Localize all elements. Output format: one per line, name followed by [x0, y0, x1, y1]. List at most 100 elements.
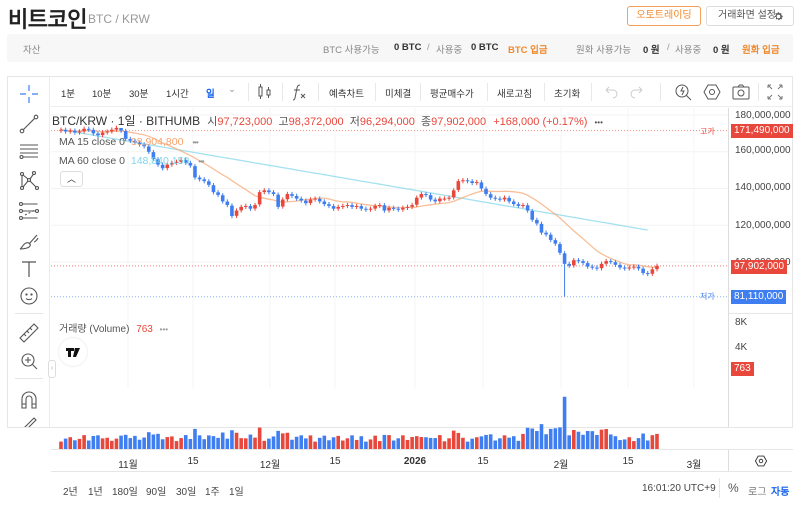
- redo-button[interactable]: [627, 82, 647, 102]
- fullscreen-icon: [767, 84, 783, 100]
- pair-label: BTC / KRW: [88, 12, 150, 26]
- magnet-tool[interactable]: [17, 388, 41, 412]
- divider: [248, 83, 249, 101]
- collapse-legend-button[interactable]: ︿: [60, 171, 83, 187]
- interval-10m[interactable]: 10분: [92, 89, 112, 100]
- close-value: 97,902,000: [431, 116, 487, 128]
- krw-available-label: 원화 사용가능: [576, 45, 632, 56]
- last-volume-tag: 763: [731, 362, 754, 376]
- indicators-button[interactable]: [289, 82, 309, 102]
- x-tick: 2월: [553, 460, 569, 471]
- divider: [719, 478, 720, 498]
- page-title: 비트코인: [8, 7, 87, 32]
- interval-1m[interactable]: 1분: [61, 89, 76, 100]
- magnet-icon: [21, 391, 37, 409]
- horizontal-lines-tool[interactable]: [17, 139, 41, 163]
- asset-label: 자산: [23, 45, 41, 56]
- more-options-icon[interactable]: •••: [594, 118, 603, 127]
- high-label: 고: [278, 116, 289, 128]
- fullscreen-button[interactable]: [765, 82, 785, 102]
- undo-button[interactable]: [601, 82, 621, 102]
- unfilled-orders-button[interactable]: 미체결: [385, 89, 412, 100]
- axis-settings-button[interactable]: [728, 449, 793, 471]
- time-axis[interactable]: 11월 15 12월 15 2026 15 2월 15 3월: [51, 449, 728, 471]
- pattern-tool[interactable]: [17, 169, 41, 193]
- volume-value: 763: [136, 324, 153, 335]
- price-axis[interactable]: 180,000,000 160,000,000 140,000,000 120,…: [728, 108, 793, 427]
- x-tick: 15: [477, 456, 489, 467]
- crosshair-icon: [20, 85, 38, 103]
- more-options-icon[interactable]: •••: [192, 138, 198, 147]
- candlestick-icon: [258, 84, 271, 99]
- btc-available-value: 0 BTC: [394, 42, 422, 53]
- btc-deposit-link[interactable]: BTC 입금: [508, 45, 548, 56]
- brush-icon: [19, 234, 39, 250]
- interval-1h[interactable]: 1시간: [166, 89, 189, 100]
- more-options-icon[interactable]: •••: [159, 325, 169, 334]
- symbol-label: BTC/KRW · 1일 · BITHUMB: [52, 114, 201, 128]
- log-toggle[interactable]: 로그: [748, 487, 767, 498]
- clock-timezone[interactable]: 16:01:20 UTC+9: [642, 483, 716, 494]
- x-tick: 15: [329, 456, 341, 467]
- candle-type-button[interactable]: [255, 82, 275, 102]
- high-price-tag: 171,490,000: [731, 124, 793, 138]
- price-chart[interactable]: [51, 108, 728, 388]
- chart-settings-button[interactable]: [702, 82, 722, 102]
- range-1y[interactable]: 1년: [88, 487, 103, 498]
- interval-30m[interactable]: 30분: [129, 89, 149, 100]
- range-bar: 2년 1년 180일 90일 30일 1주 1일 16:01:20 UTC+9 …: [51, 471, 792, 505]
- trend-line-icon: [19, 114, 39, 134]
- toolbar-collapse-handle[interactable]: ‹: [48, 360, 56, 378]
- x-tick: 15: [622, 456, 634, 467]
- trend-line-tool[interactable]: [17, 112, 41, 136]
- avg-buy-price-button[interactable]: 평균매수가: [430, 89, 474, 100]
- pencil-tool[interactable]: [17, 413, 41, 427]
- brush-tool[interactable]: [17, 229, 41, 253]
- drawing-toolbar: [8, 77, 50, 427]
- chart-container: ‹ 1분 10분 30분 1시간 일 ⌄ 예측차트 미체결 평균매수가 새로고침…: [7, 76, 793, 498]
- autotrading-button[interactable]: 오토트레이딩: [627, 6, 701, 26]
- y-tick: 180,000,000: [735, 110, 791, 121]
- fib-tool[interactable]: [17, 199, 41, 223]
- refresh-button[interactable]: 새로고침: [497, 89, 532, 100]
- ma15-value: 98,904,800: [130, 136, 184, 148]
- settings-label: 거래화면 설정: [718, 10, 776, 21]
- divider: [544, 83, 545, 101]
- interval-day[interactable]: 일: [206, 89, 215, 100]
- volume-legend: 거래량 (Volume) 763 •••: [59, 320, 168, 335]
- tradingview-icon: [66, 348, 80, 357]
- function-icon: [292, 84, 306, 101]
- volume-label: 거래량 (Volume): [59, 324, 130, 335]
- text-tool[interactable]: [17, 257, 41, 281]
- crosshair-tool[interactable]: [17, 82, 41, 106]
- x-tick: 12월: [259, 460, 281, 471]
- chevron-down-icon[interactable]: ⌄: [228, 84, 236, 95]
- range-90d[interactable]: 90일: [146, 487, 167, 498]
- slash: /: [427, 42, 430, 53]
- ruler-tool[interactable]: [17, 321, 41, 345]
- quick-search-button[interactable]: [673, 82, 693, 102]
- auto-toggle[interactable]: 자동: [771, 487, 790, 498]
- page-header: 비트코인 BTC / KRW 오토트레이딩 거래화면 설정: [0, 0, 800, 32]
- more-options-icon[interactable]: •••: [198, 157, 204, 166]
- krw-deposit-link[interactable]: 원화 입금: [742, 45, 780, 56]
- range-2y[interactable]: 2년: [63, 487, 78, 498]
- divider: [375, 83, 376, 101]
- zoom-in-tool[interactable]: [17, 349, 41, 373]
- reset-button[interactable]: 초기화: [554, 89, 581, 100]
- forecast-chart-button[interactable]: 예측차트: [329, 89, 364, 100]
- range-180d[interactable]: 180일: [112, 487, 138, 498]
- hexagon-settings-icon: [754, 455, 768, 467]
- percent-toggle[interactable]: %: [728, 481, 739, 495]
- high-marker-label: 고가: [700, 127, 715, 136]
- candlestick-chart[interactable]: [51, 108, 728, 388]
- range-1d[interactable]: 1일: [229, 487, 244, 498]
- emoji-tool[interactable]: [17, 284, 41, 308]
- trading-screen-settings-button[interactable]: 거래화면 설정: [706, 6, 794, 26]
- screenshot-button[interactable]: [731, 82, 751, 102]
- tradingview-logo[interactable]: [59, 338, 87, 366]
- smiley-icon: [20, 287, 38, 305]
- horizontal-lines-icon: [19, 144, 38, 160]
- range-30d[interactable]: 30일: [176, 487, 197, 498]
- range-1w[interactable]: 1주: [205, 487, 220, 498]
